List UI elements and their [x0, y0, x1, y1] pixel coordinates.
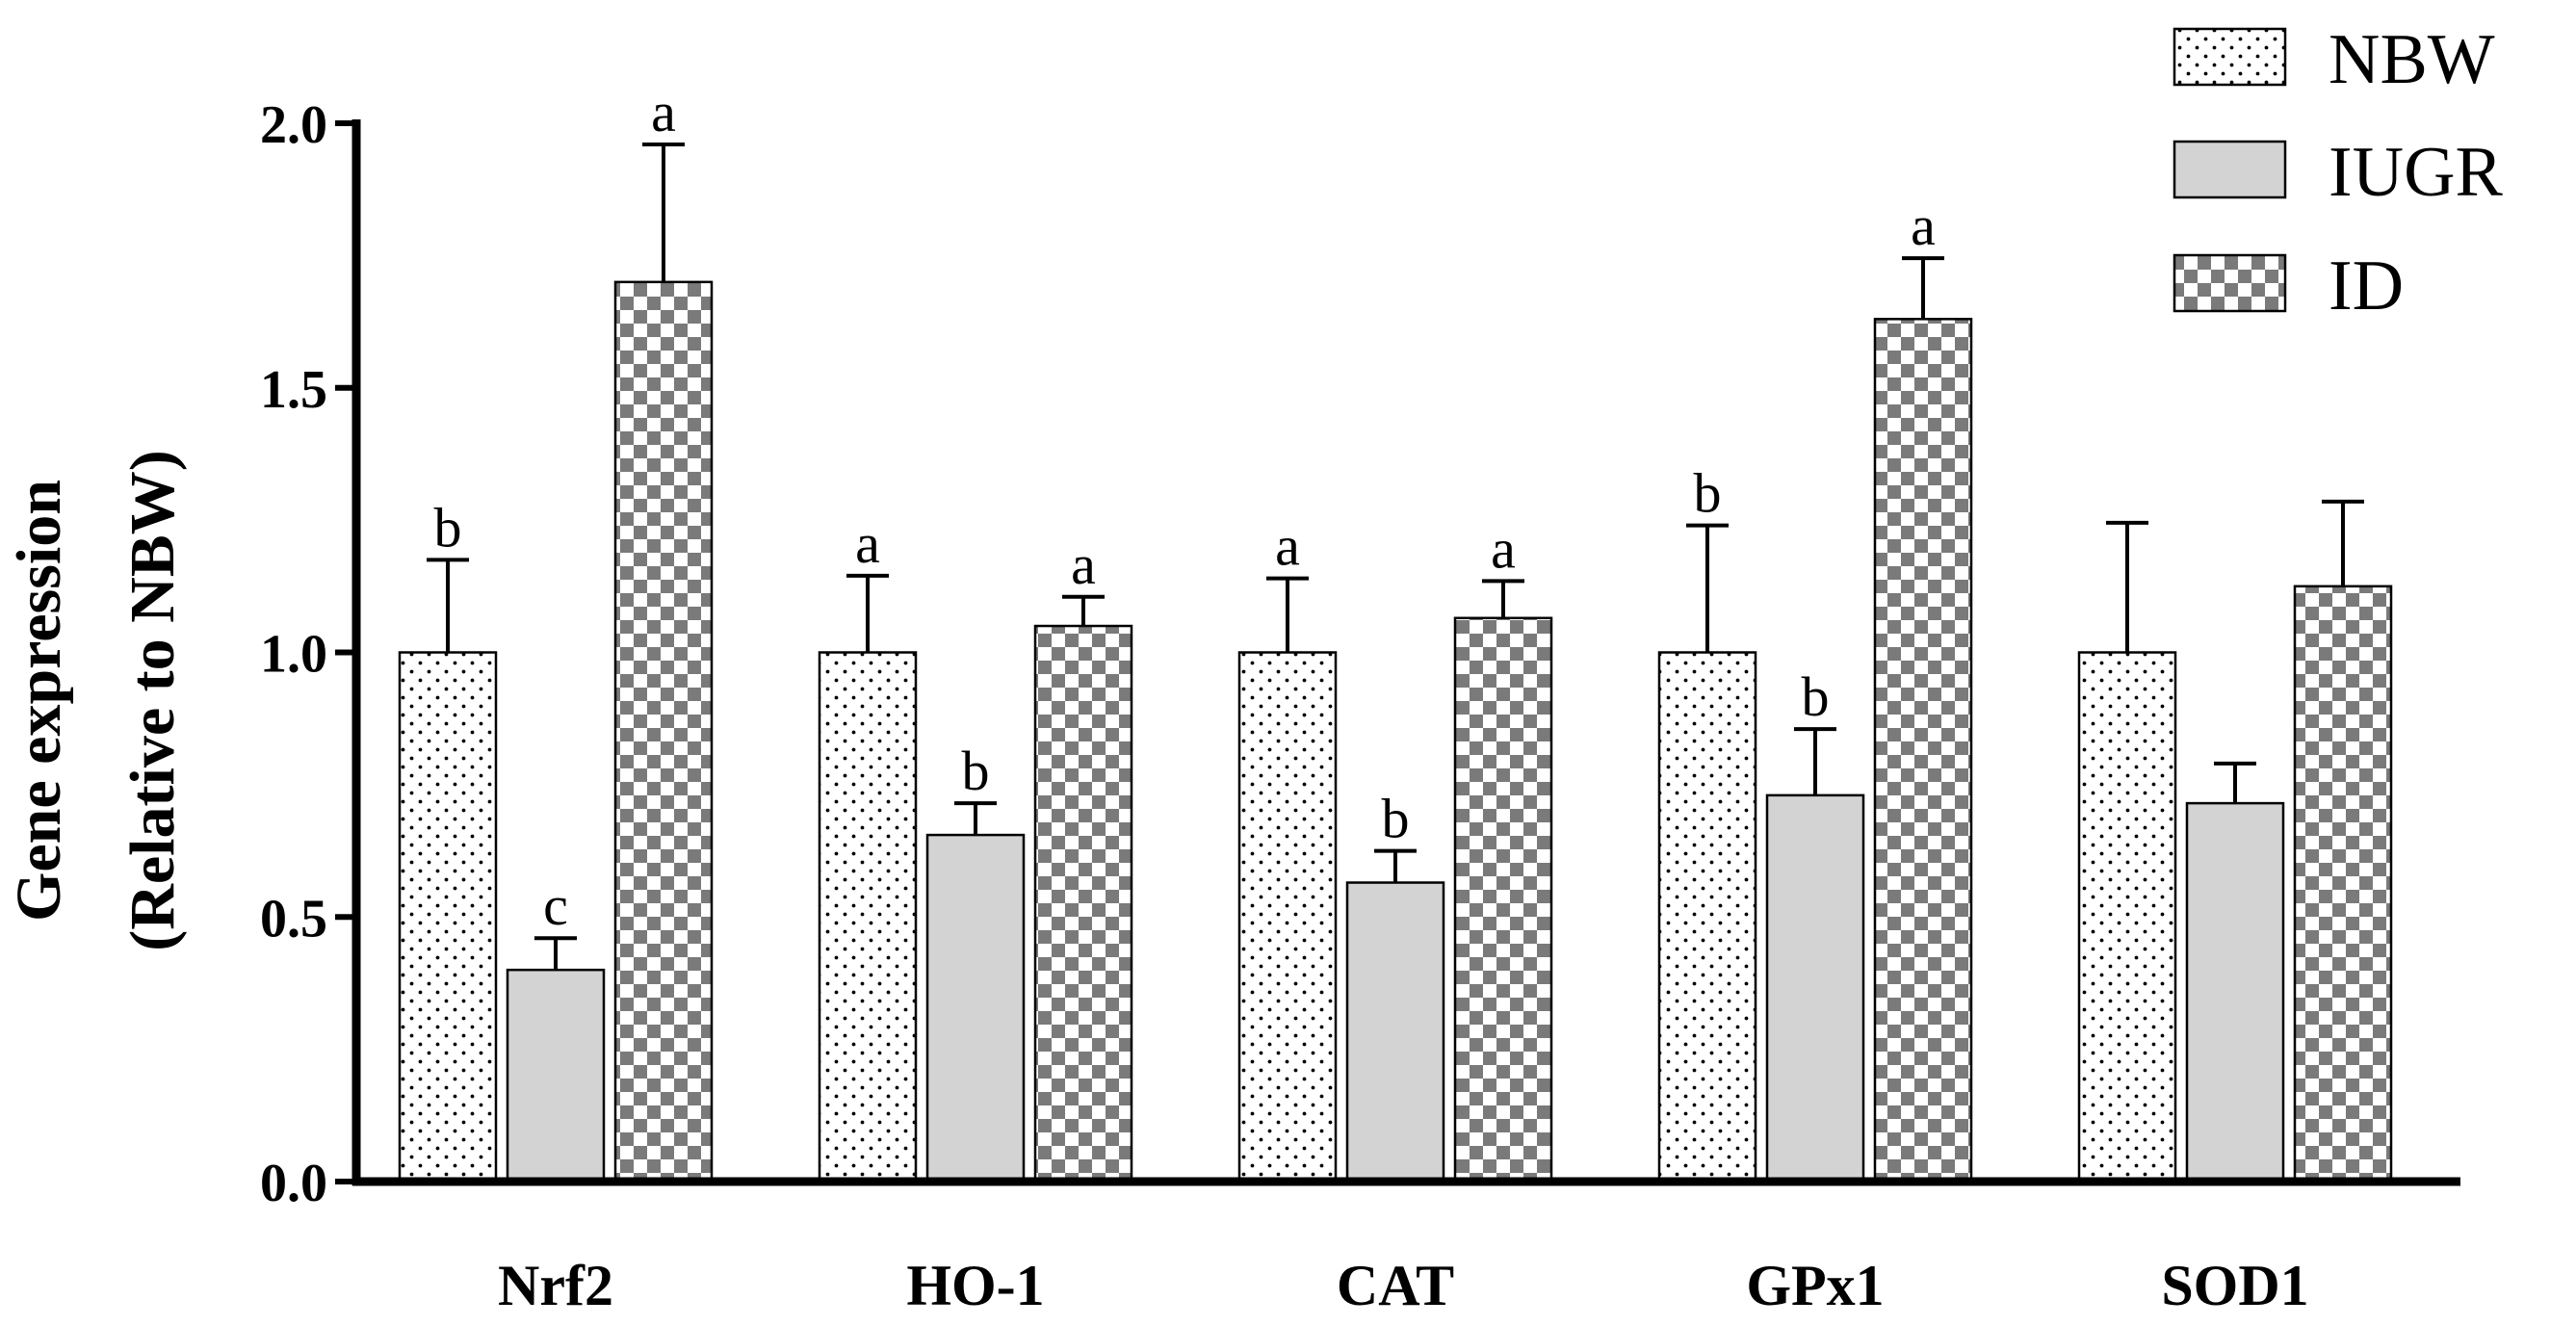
bar-nrf2-id: [613, 280, 714, 1183]
bar-gpx1-nbw: [1657, 651, 1757, 1183]
legend-label-nbw: NBW: [2329, 20, 2495, 99]
bar-nrf2-iugr: [506, 968, 606, 1183]
axes-layer: Nrf2 HO-1 CAT GPx1 SOD1 0.0 0.5 1.0 1.5 2.0 Gene e…: [4, 95, 2460, 1317]
y-tick-label-0-0: 0.0: [260, 1154, 327, 1213]
category-label-sod1: SOD1: [2161, 1254, 2308, 1317]
legend-swatch-id: [2173, 253, 2287, 313]
sig-label-cat-nbw: a: [1275, 515, 1300, 578]
sig-label-cat-iugr: b: [1382, 788, 1410, 850]
legend-label-iugr: IUGR: [2329, 133, 2504, 212]
legend-label-id: ID: [2329, 247, 2404, 325]
category-label-nrf2: Nrf2: [498, 1254, 613, 1317]
bar-ho-1-iugr: [925, 833, 1026, 1183]
bar-nrf2-nbw: [398, 651, 498, 1183]
y-tick-label-2-0: 2.0: [260, 95, 327, 155]
bar-gpx1-iugr: [1765, 793, 1865, 1183]
sig-label-nrf2-id: a: [651, 81, 676, 143]
category-label-gpx1: GPx1: [1746, 1254, 1884, 1317]
sig-label-ho-1-id: a: [1071, 533, 1096, 596]
sig-label-gpx1-nbw: b: [1694, 462, 1722, 525]
bars-layer: [398, 280, 2393, 1183]
category-label-ho-1: HO-1: [906, 1254, 1044, 1317]
sig-label-cat-id: a: [1491, 517, 1516, 580]
sig-label-ho-1-iugr: b: [962, 740, 990, 802]
bar-sod1-id: [2293, 585, 2393, 1183]
bar-ho-1-id: [1033, 624, 1133, 1183]
sig-label-nrf2-iugr: c: [543, 874, 568, 937]
sig-label-ho-1-nbw: a: [855, 512, 880, 575]
bar-sod1-nbw: [2077, 651, 2177, 1183]
bar-sod1-iugr: [2185, 801, 2285, 1183]
y-tick-label-0-5: 0.5: [260, 889, 327, 949]
legend: NBW IUGR ID: [2173, 20, 2504, 325]
y-axis-title-line-1: Gene expression: [4, 480, 74, 922]
significance-labels-layer: b c a a b a a b a b b a: [434, 81, 1936, 937]
y-tick-label-1-5: 1.5: [260, 360, 327, 420]
sig-label-gpx1-id: a: [1911, 195, 1936, 257]
bar-cat-iugr: [1345, 881, 1445, 1183]
bar-ho-1-nbw: [818, 651, 918, 1183]
y-tick-label-1-0: 1.0: [260, 625, 327, 685]
sig-label-nrf2-nbw: b: [434, 496, 462, 559]
bar-cat-nbw: [1237, 651, 1338, 1183]
y-axis-title-line-2: (Relative to NBW): [117, 450, 188, 951]
legend-swatch-iugr: [2173, 140, 2287, 199]
category-label-cat: CAT: [1337, 1254, 1454, 1317]
bar-gpx1-id: [1873, 318, 1973, 1183]
error-bars-layer: [427, 142, 2364, 971]
bar-cat-id: [1453, 616, 1553, 1183]
legend-swatch-nbw: [2173, 27, 2287, 87]
sig-label-gpx1-iugr: b: [1802, 665, 1830, 728]
